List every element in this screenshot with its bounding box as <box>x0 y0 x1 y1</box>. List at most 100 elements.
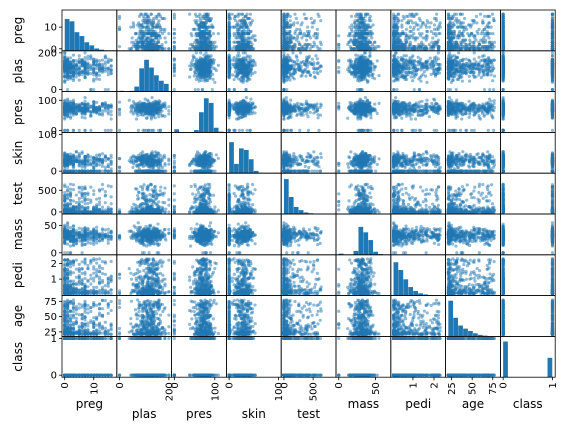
cell-preg-vs-class <box>499 9 556 52</box>
scatter-point <box>232 77 236 82</box>
scatter-point <box>372 47 376 51</box>
scatter-point <box>74 75 78 79</box>
scatter-point <box>396 32 400 36</box>
scatter-point <box>66 72 70 76</box>
scatter-point <box>210 87 214 92</box>
scatter-point <box>135 42 139 47</box>
scatter-point <box>127 47 131 51</box>
scatter-point <box>158 25 162 29</box>
scatter-point <box>478 12 483 16</box>
scatter-point <box>364 23 368 27</box>
scatter-point <box>393 19 397 23</box>
scatter-point <box>286 12 290 16</box>
scatter-point <box>130 36 134 40</box>
scatter-point <box>196 87 200 92</box>
scatter-point <box>241 51 245 55</box>
scatter-point <box>156 40 161 44</box>
scatter-point <box>194 51 198 55</box>
scatter-point <box>195 40 199 44</box>
scatter-point <box>193 87 197 92</box>
scatter-point <box>172 40 176 44</box>
scatter-point <box>92 77 96 81</box>
scatter-point <box>467 47 471 51</box>
scatter-point <box>86 63 90 67</box>
scatter-point <box>368 54 372 58</box>
scatter-point <box>234 32 238 36</box>
scatter-point <box>137 14 142 18</box>
scatter-point <box>431 47 436 51</box>
scatter-point <box>303 47 307 51</box>
scatter-point <box>492 19 496 23</box>
scatter-point <box>236 59 240 63</box>
scatter-point <box>211 77 215 81</box>
scatter-point <box>360 66 365 70</box>
scatter-point <box>353 32 357 36</box>
scatter-point <box>437 23 442 27</box>
scatter-point <box>240 34 244 38</box>
scatter-point <box>172 32 176 36</box>
scatter-point <box>188 12 192 16</box>
scatter-point <box>296 21 300 25</box>
scatter-point <box>97 77 102 81</box>
scatter-point <box>143 12 147 16</box>
scatter-point <box>317 14 321 18</box>
scatter-point <box>89 72 93 76</box>
scatter-point <box>95 77 99 81</box>
scatter-point <box>92 73 96 77</box>
scatter-point <box>288 19 292 23</box>
scatter-point <box>239 19 244 23</box>
scatter-point <box>408 42 413 47</box>
histogram-bar <box>84 42 90 51</box>
scatter-point <box>428 47 432 51</box>
scatter-point <box>357 47 361 51</box>
scatter-point <box>404 27 408 31</box>
scatter-point <box>297 47 301 51</box>
scatter-point <box>289 40 294 44</box>
scatter-point <box>92 57 96 61</box>
scatter-point <box>282 77 286 81</box>
scatter-point <box>238 47 242 51</box>
scatter-point <box>205 12 209 16</box>
scatter-point <box>172 73 176 78</box>
scatter-point <box>172 12 176 16</box>
scatter-point <box>83 66 87 70</box>
cell-plas-vs-pres <box>171 50 227 92</box>
scatter-point <box>147 27 151 31</box>
scatter-point <box>313 75 317 79</box>
scatter-point <box>347 65 351 69</box>
scatter-point <box>80 63 84 67</box>
scatter-point <box>211 32 215 36</box>
scatter-point <box>404 14 409 18</box>
scatter-point <box>103 55 107 59</box>
scatter-point <box>232 40 236 44</box>
scatter-point <box>357 19 361 23</box>
histogram-bar <box>134 86 140 92</box>
scatter-point <box>431 36 435 40</box>
scatter-point <box>437 32 441 36</box>
scatter-point <box>195 59 199 63</box>
scatter-point <box>365 27 369 31</box>
scatter-point <box>68 75 73 79</box>
scatter-point <box>172 47 176 51</box>
scatter-point <box>199 51 203 55</box>
scatter-point <box>100 62 105 66</box>
scatter-point <box>63 59 67 64</box>
scatter-point <box>197 27 202 31</box>
scatter-point <box>167 32 171 36</box>
scatter-point <box>488 45 492 49</box>
scatter-point <box>77 54 81 58</box>
scatter-point <box>282 80 286 84</box>
scatter-point <box>299 23 303 27</box>
scatter-point <box>477 42 482 47</box>
scatter-point <box>408 29 412 34</box>
scatter-point <box>299 74 303 78</box>
scatter-point <box>206 64 210 69</box>
scatter-point <box>303 42 307 47</box>
scatter-point <box>401 32 405 36</box>
histogram-bar <box>79 36 85 51</box>
scatter-point <box>132 23 136 27</box>
scatter-point <box>487 21 491 25</box>
scatter-point <box>236 51 241 55</box>
scatter-point <box>227 16 231 21</box>
scatter-point <box>353 59 358 63</box>
